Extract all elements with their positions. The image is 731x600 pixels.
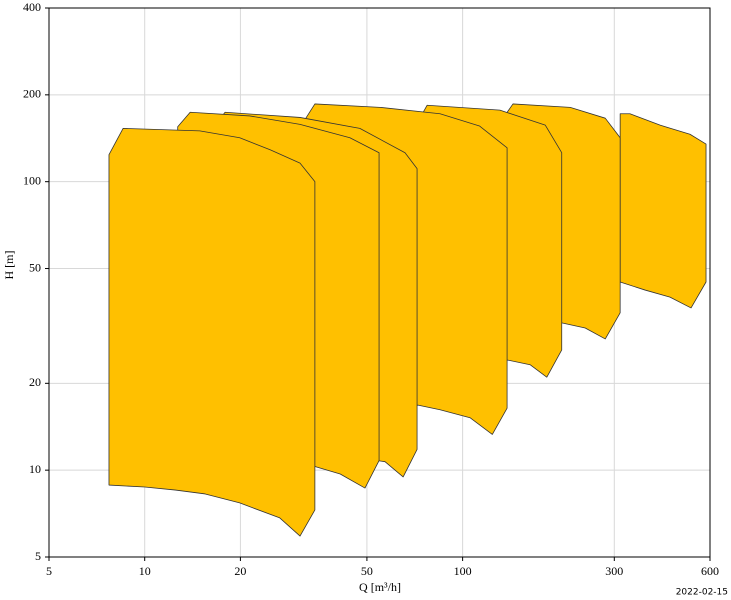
x-tick-label: 100 <box>454 564 472 578</box>
y-tick-label: 100 <box>23 173 41 187</box>
x-axis-label: Q [m³/h] <box>359 580 401 594</box>
x-tick-label: 20 <box>234 564 246 578</box>
y-tick-label: 200 <box>23 87 41 101</box>
date-stamp: 2022-02-15 <box>676 588 728 598</box>
plot-frame <box>48 7 711 558</box>
x-tick-label: 300 <box>605 564 623 578</box>
y-tick-label: 5 <box>35 549 41 563</box>
x-tick-label: 5 <box>46 564 52 578</box>
operating-range <box>619 113 707 309</box>
y-tick-label: 50 <box>29 260 41 274</box>
operating-range <box>108 128 316 537</box>
y-tick-label: 10 <box>29 462 41 476</box>
y-tick-label: 400 <box>23 0 41 14</box>
x-tick-label: 50 <box>361 564 373 578</box>
y-axis-label: H [m] <box>2 251 16 280</box>
y-tick-label: 20 <box>29 375 41 389</box>
x-tick-label: 600 <box>701 564 719 578</box>
x-tick-label: 10 <box>139 564 151 578</box>
